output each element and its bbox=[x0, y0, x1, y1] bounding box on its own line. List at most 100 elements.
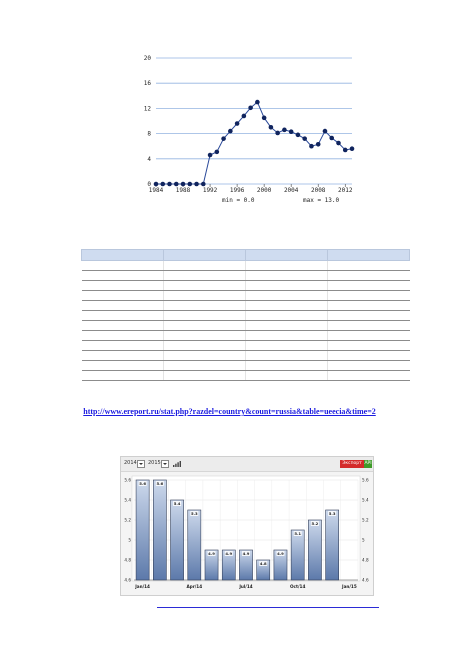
bar-chart-y-ticks-left: 4.6 4.8 5 5.2 5.4 5.6 bbox=[124, 478, 131, 583]
data-point bbox=[268, 125, 274, 130]
table-cell bbox=[81, 290, 164, 301]
table-cell bbox=[163, 270, 246, 281]
data-point bbox=[201, 181, 206, 187]
data-point bbox=[275, 130, 280, 136]
table-cell bbox=[163, 340, 246, 351]
bar bbox=[239, 549, 253, 581]
bar bbox=[290, 529, 305, 581]
table-cell bbox=[81, 320, 164, 331]
table-cell bbox=[245, 290, 328, 301]
table-row bbox=[81, 370, 410, 381]
table-cell bbox=[163, 290, 246, 301]
data-point bbox=[295, 132, 301, 138]
data-point bbox=[255, 99, 260, 105]
x-tick-label: 2008 bbox=[311, 187, 326, 194]
api-button[interactable]: API bbox=[364, 460, 372, 468]
bar-data-labels: 5.6 5.6 5.4 5.3 4.9 4.9 4.9 4.8 4.9 5.1 5.2 5.3 bbox=[138, 481, 337, 566]
data-point bbox=[342, 147, 348, 153]
table-cell bbox=[81, 310, 164, 321]
table-cell bbox=[327, 260, 410, 271]
table-cell bbox=[327, 290, 410, 301]
data-point bbox=[153, 181, 159, 187]
bar bbox=[308, 519, 322, 581]
y-tick-label: 20 bbox=[144, 55, 152, 62]
bar-series bbox=[135, 479, 340, 581]
x-tick-label: Jul/14 bbox=[238, 584, 252, 589]
y-tick-label: 5.2 bbox=[362, 518, 369, 523]
y-tick-label: 5 bbox=[362, 538, 365, 543]
bar-chart-x-ticks: Jan/14 Apr/14 Jul/14 Oct/14 Jan/15 bbox=[134, 584, 357, 589]
y-tick-label: 4.6 bbox=[362, 578, 369, 583]
table-cell bbox=[245, 260, 328, 271]
bar-chart-widget: 2014 2015 Экспорт API 4.6 4.8 5 5.2 5.4 5.6 4… bbox=[120, 456, 374, 596]
data-label: 5.3 bbox=[191, 511, 198, 516]
export-button[interactable]: Экспорт bbox=[340, 460, 364, 468]
table-cell bbox=[81, 350, 164, 361]
table-cell bbox=[163, 300, 246, 311]
table-header-cell bbox=[327, 249, 410, 261]
table-cell bbox=[327, 280, 410, 291]
data-point bbox=[160, 181, 166, 187]
table-cell bbox=[163, 280, 246, 291]
signal-bars-icon[interactable] bbox=[173, 461, 181, 467]
bottom-rule bbox=[157, 607, 379, 608]
data-point bbox=[221, 136, 226, 141]
table-cell bbox=[327, 340, 410, 351]
x-tick-label: 2004 bbox=[284, 187, 299, 194]
data-point bbox=[207, 152, 213, 158]
y-tick-label: 8 bbox=[147, 131, 151, 138]
table-cell bbox=[245, 320, 328, 331]
table-cell bbox=[327, 330, 410, 341]
data-point bbox=[329, 135, 335, 141]
table-row bbox=[81, 280, 410, 291]
y-tick-label: 4.6 bbox=[124, 578, 131, 583]
year-to-dropdown[interactable] bbox=[161, 460, 169, 468]
table-header-cell bbox=[245, 249, 328, 261]
data-point bbox=[194, 181, 199, 187]
table-cell bbox=[81, 270, 164, 281]
data-point bbox=[302, 136, 307, 141]
data-label: 4.9 bbox=[225, 551, 232, 556]
x-tick-label: 1992 bbox=[203, 187, 218, 194]
table-row bbox=[81, 320, 410, 331]
y-tick-label: 4.8 bbox=[362, 558, 369, 563]
data-point bbox=[234, 121, 240, 126]
data-point bbox=[336, 140, 341, 146]
y-tick-label: 5.2 bbox=[124, 518, 131, 523]
data-point bbox=[173, 181, 179, 187]
table-cell bbox=[245, 300, 328, 311]
table-row bbox=[81, 260, 410, 271]
data-label: 5.6 bbox=[139, 481, 146, 486]
x-tick-label: 1988 bbox=[176, 187, 191, 194]
bar bbox=[187, 509, 202, 581]
table-cell bbox=[245, 350, 328, 361]
table-cell bbox=[327, 320, 410, 331]
x-tick-label: Jan/14 bbox=[134, 584, 150, 589]
data-point bbox=[261, 115, 267, 121]
bar-chart-y-ticks-right: 4.6 4.8 5 5.2 5.4 5.6 bbox=[362, 478, 369, 583]
data-label-bg bbox=[259, 561, 268, 566]
widget-toolbar: 2014 2015 Экспорт API bbox=[121, 457, 373, 472]
table-header-cell bbox=[81, 249, 164, 261]
data-point bbox=[241, 113, 247, 119]
table-cell bbox=[163, 320, 246, 331]
year-from-dropdown[interactable] bbox=[137, 460, 145, 468]
source-link[interactable]: http://www.ereport.ru/stat.php?razdel=co… bbox=[83, 407, 376, 416]
data-label-bg bbox=[276, 551, 285, 556]
data-label-bg bbox=[138, 481, 147, 486]
data-point bbox=[288, 129, 294, 135]
table-cell bbox=[163, 370, 246, 381]
x-tick-label: 2012 bbox=[338, 187, 353, 194]
line-markers bbox=[153, 99, 355, 187]
table-row bbox=[81, 340, 410, 351]
table-cell bbox=[163, 260, 246, 271]
y-tick-label: 5.6 bbox=[124, 478, 131, 483]
x-tick-label: 1996 bbox=[230, 187, 245, 194]
bar bbox=[170, 499, 184, 581]
bar-chart: 4.64.855.25.45.6 4.64.855.25.45.6 5.6 5.6… bbox=[124, 475, 369, 589]
table-cell bbox=[81, 280, 164, 291]
y-tick-label: 4 bbox=[147, 156, 151, 163]
table-cell bbox=[245, 340, 328, 351]
table-row bbox=[81, 310, 410, 321]
table-row bbox=[81, 350, 410, 361]
